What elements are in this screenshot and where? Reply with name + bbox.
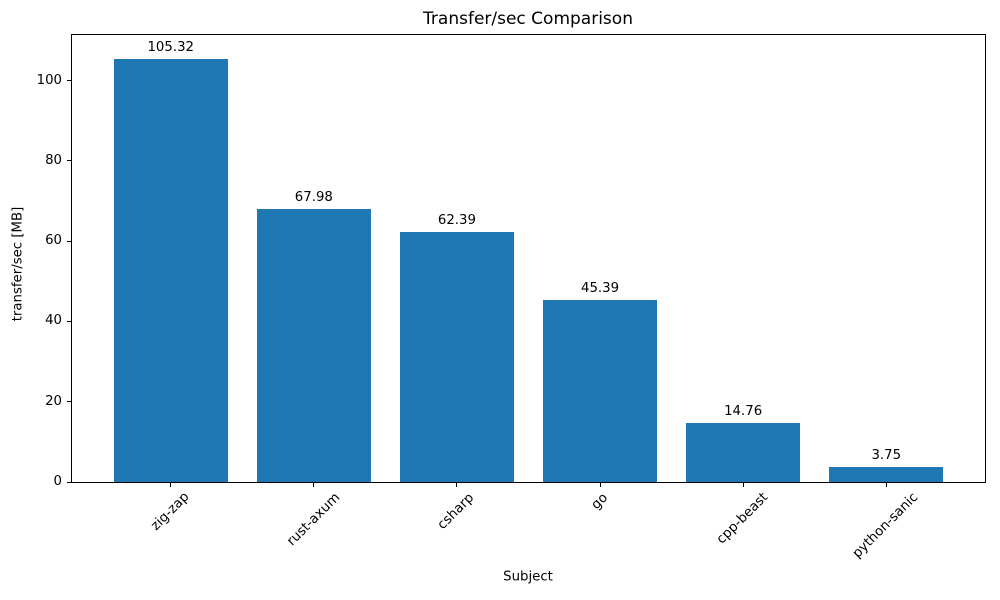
y-tick xyxy=(66,401,71,403)
x-axis-label: Subject xyxy=(503,569,553,585)
y-tick-label: 100 xyxy=(36,72,62,88)
y-tick xyxy=(66,160,71,162)
bar-value-label: 3.75 xyxy=(871,447,902,463)
y-tick-label: 60 xyxy=(45,233,62,249)
y-tick xyxy=(66,481,71,483)
bar xyxy=(113,59,228,482)
x-tick-label: cpp-beast xyxy=(714,490,772,548)
x-tick xyxy=(599,483,601,487)
x-tick-label: go xyxy=(588,490,611,513)
x-tick xyxy=(885,483,887,487)
bar xyxy=(829,466,944,482)
y-tick xyxy=(66,240,71,242)
y-tick-label: 40 xyxy=(45,313,62,329)
y-axis-label: transfer/sec [MB] xyxy=(10,206,26,322)
x-tick xyxy=(456,483,458,487)
x-tick xyxy=(170,483,172,487)
y-tick xyxy=(66,320,71,322)
x-tick-label: rust-axum xyxy=(284,489,344,549)
chart-title: Transfer/sec Comparison xyxy=(423,9,633,29)
x-tick-label: zig-zap xyxy=(148,489,193,535)
y-tick-label: 80 xyxy=(45,152,62,168)
bar-value-label: 14.76 xyxy=(724,403,763,419)
x-tick xyxy=(313,483,315,487)
bar xyxy=(542,299,658,482)
bar xyxy=(685,422,801,482)
bar xyxy=(256,209,372,482)
y-tick-label: 20 xyxy=(45,393,62,409)
bar-value-label: 62.39 xyxy=(437,212,476,228)
x-tick-label: csharp xyxy=(435,490,478,533)
x-tick xyxy=(742,483,744,487)
bar xyxy=(399,231,515,482)
y-tick xyxy=(66,80,71,82)
bar-value-label: 45.39 xyxy=(581,280,620,296)
y-tick-label: 0 xyxy=(53,474,62,489)
bar-value-label: 105.32 xyxy=(147,40,194,56)
bar-value-label: 67.98 xyxy=(294,190,333,206)
x-tick-label: python-sanic xyxy=(850,490,922,562)
